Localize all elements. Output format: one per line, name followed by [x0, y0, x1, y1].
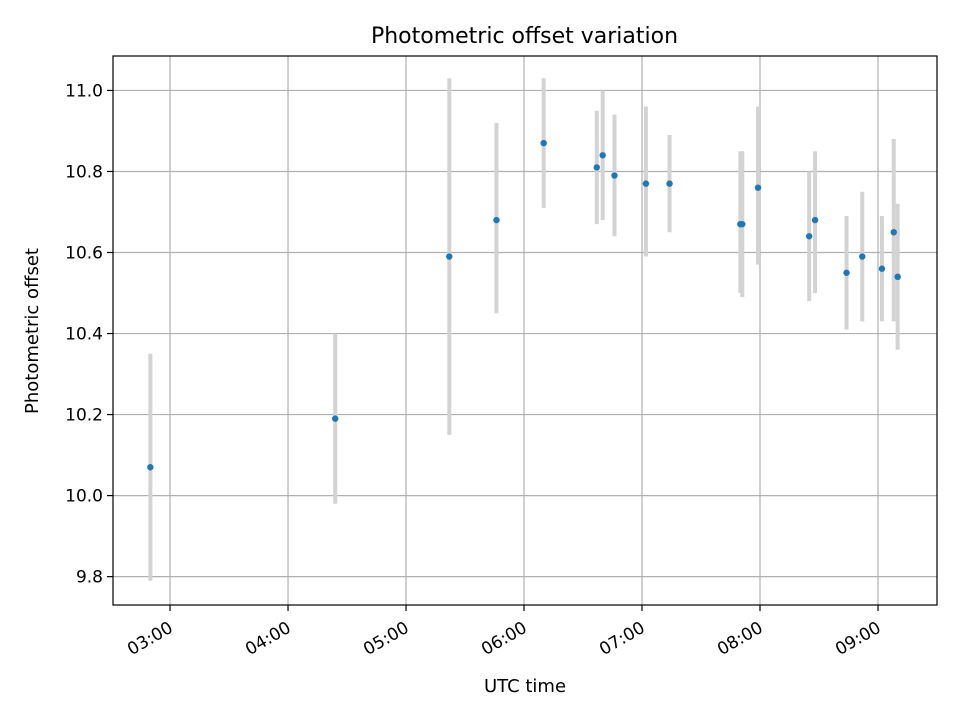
x-axis-label: UTC time [484, 676, 566, 697]
data-point [147, 464, 154, 471]
plot-frame [112, 55, 938, 606]
data-point [843, 269, 850, 276]
y-axis-label: Photometric offset [22, 248, 43, 414]
data-point [859, 253, 866, 260]
y-tick-label: 10.2 [65, 406, 103, 426]
data-point [739, 220, 746, 228]
data-point [540, 139, 547, 147]
data-point [593, 164, 600, 171]
y-tick-label: 11.0 [65, 81, 103, 101]
data-point [754, 184, 762, 191]
chart-title: Photometric offset variation [371, 24, 678, 49]
data-point [878, 265, 886, 272]
data-point [446, 253, 453, 260]
y-tick-label: 10.6 [65, 244, 103, 264]
data-points [147, 139, 901, 471]
y-tick-label: 10.4 [65, 325, 103, 345]
data-point [599, 152, 606, 159]
data-point [611, 172, 618, 179]
y-tick-label: 10.0 [65, 487, 103, 507]
data-point [642, 180, 650, 187]
data-point [666, 180, 673, 187]
data-point [894, 273, 901, 281]
data-point [805, 233, 813, 240]
y-tick-label: 10.8 [65, 162, 103, 182]
data-point [890, 229, 897, 236]
data-point [811, 216, 819, 224]
data-point [493, 216, 500, 224]
data-point [332, 415, 339, 422]
y-axis-ticks: 9.8 10.0 10.2 10.4 10.6 10.8 11.0 [65, 81, 113, 588]
y-tick-label: 9.8 [76, 568, 103, 588]
